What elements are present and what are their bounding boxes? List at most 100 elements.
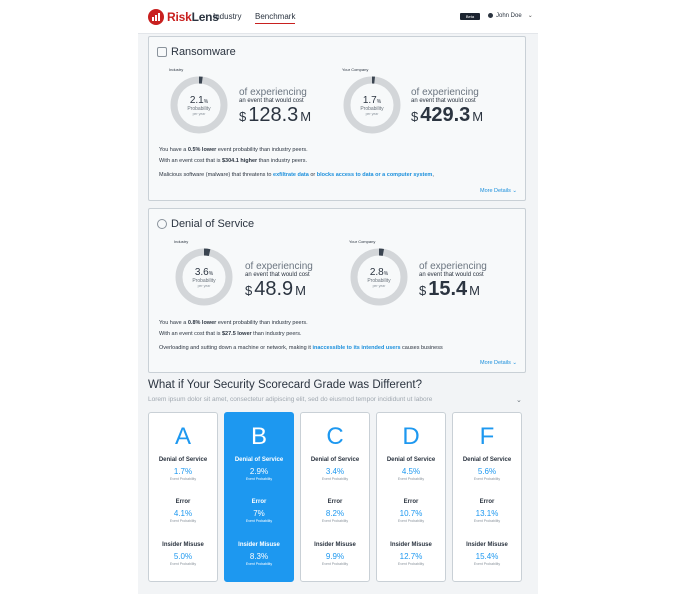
- more-details-link[interactable]: More Details ⌄: [479, 360, 517, 366]
- metric-sub-label: Event Probability: [397, 519, 425, 523]
- company-label: Your Company: [349, 239, 376, 244]
- cost-value: $429.3 M: [411, 104, 484, 126]
- grade-metric: Error 7% Event Probability: [225, 499, 293, 523]
- metric-name: Insider Misuse: [466, 542, 508, 548]
- metric-name: Insider Misuse: [314, 542, 356, 548]
- grade-metric: Error 10.7% Event Probability: [377, 499, 445, 523]
- tab-industry[interactable]: Industry: [213, 12, 242, 21]
- probability-value: 2.8%: [369, 266, 389, 278]
- metric-value: 12.7%: [399, 552, 423, 561]
- metric-value: 4.5%: [401, 467, 421, 476]
- industry-label: Industry: [174, 239, 189, 244]
- more-details-link[interactable]: More Details ⌄: [479, 188, 517, 194]
- grade-metric: Error 13.1% Event Probability: [453, 499, 521, 523]
- metric-value: 5.0%: [173, 552, 193, 561]
- grade-metric: Denial of Service 1.7% Event Probability: [149, 457, 217, 481]
- metric-sub-label: Event Probability: [169, 562, 197, 566]
- logo-text: RiskLens: [167, 10, 219, 24]
- grade-letter: B: [250, 423, 267, 450]
- risk-description: Malicious software (malware) that threat…: [159, 172, 434, 178]
- logo-icon: [148, 9, 164, 25]
- probability-donut: 3.6% Probability per year: [174, 247, 234, 307]
- metric-name: Denial of Service: [386, 457, 436, 463]
- cost-comparison: With an event cost that is $27.5 lower t…: [159, 331, 302, 337]
- chevron-down-icon[interactable]: ⌄: [516, 397, 522, 404]
- metric-value: 3.4%: [325, 467, 345, 476]
- company-cost: of experiencing an event that would cost…: [419, 261, 487, 300]
- metric-value: 15.4%: [475, 552, 499, 561]
- metric-value: 5.6%: [477, 467, 497, 476]
- metric-sub-label: Event Probability: [397, 562, 425, 566]
- company-cost: of experiencing an event that would cost…: [411, 87, 484, 126]
- probability-value: 2.1%: [189, 94, 209, 106]
- risklens-logo[interactable]: RiskLens: [148, 8, 219, 26]
- metric-value: 8.3%: [249, 552, 269, 561]
- metric-name: Denial of Service: [158, 457, 208, 463]
- metric-name: Error: [175, 499, 191, 505]
- metric-value: 8.2%: [325, 509, 345, 518]
- description-link[interactable]: exfiltrate data: [273, 172, 309, 178]
- industry-cost: of experiencing an event that would cost…: [239, 87, 312, 126]
- grade-card-b[interactable]: B Denial of Service 2.9% Event Probability E…: [224, 412, 294, 582]
- beta-badge[interactable]: Beta: [460, 13, 480, 20]
- metric-value: 1.7%: [173, 467, 193, 476]
- probability-donut: 1.7% Probability per year: [342, 75, 402, 135]
- page: RiskLens Industry Benchmark Beta John Do…: [138, 0, 538, 594]
- grade-letter: C: [326, 423, 344, 450]
- grade-metric: Denial of Service 2.9% Event Probability: [225, 457, 293, 481]
- user-icon: [488, 13, 493, 18]
- ransomware-icon: [157, 47, 167, 57]
- company-label: Your Company: [342, 67, 369, 72]
- grade-card-c[interactable]: C Denial of Service 3.4% Event Probability E…: [300, 412, 370, 582]
- metric-sub-label: Event Probability: [245, 519, 273, 523]
- industry-label: Industry: [169, 67, 184, 72]
- risk-description: Overloading and sutting down a machine o…: [159, 345, 443, 351]
- metric-sub-label: Event Probability: [473, 477, 501, 481]
- user-menu[interactable]: John Doe ⌄: [488, 12, 533, 19]
- chevron-down-icon: ⌄: [512, 360, 517, 366]
- metric-value: 10.7%: [399, 509, 423, 518]
- probability-value: 3.6%: [194, 266, 214, 278]
- metric-name: Error: [327, 499, 343, 505]
- card-title: Denial of Service: [171, 218, 255, 230]
- grade-card-d[interactable]: D Denial of Service 4.5% Event Probability E…: [376, 412, 446, 582]
- probability-comparison: You have a 0.5% lower event probability …: [159, 147, 308, 153]
- ransomware-card: Ransomware Industry 2.1% Probability per…: [148, 36, 526, 201]
- metric-sub-label: Event Probability: [321, 477, 349, 481]
- metric-sub-label: Event Probability: [245, 562, 273, 566]
- grade-metric: Denial of Service 3.4% Event Probability: [301, 457, 369, 481]
- donut-chart: [343, 76, 401, 134]
- industry-cost: of experiencing an event that would cost…: [245, 261, 313, 300]
- metric-sub-label: Event Probability: [473, 519, 501, 523]
- card-title: Ransomware: [171, 46, 236, 58]
- metric-value: 13.1%: [475, 509, 499, 518]
- metric-name: Error: [251, 499, 267, 505]
- metric-sub-label: Event Probability: [473, 562, 501, 566]
- description-link[interactable]: inaccessible to its intended users: [312, 345, 401, 351]
- donut-chart: [350, 248, 408, 306]
- grade-letter: F: [479, 423, 495, 450]
- user-name: John Doe: [496, 12, 522, 19]
- grade-letter: D: [402, 423, 420, 450]
- probability-value: 1.7%: [362, 94, 382, 106]
- grade-metric: Insider Misuse 12.7% Event Probability: [377, 542, 445, 566]
- metric-sub-label: Event Probability: [169, 519, 197, 523]
- donut-chart: [170, 76, 228, 134]
- metric-value: 9.9%: [325, 552, 345, 561]
- description-link[interactable]: blocks access to data or a computer syst…: [316, 172, 433, 178]
- cost-value: $128.3 M: [239, 104, 312, 126]
- metric-name: Denial of Service: [462, 457, 512, 463]
- metric-name: Insider Misuse: [390, 542, 432, 548]
- denial-of-service-card: Denial of Service Industry 3.6% Probabil…: [148, 208, 526, 373]
- chevron-down-icon: ⌄: [527, 13, 533, 19]
- grade-card-a[interactable]: A Denial of Service 1.7% Event Probability E…: [148, 412, 218, 582]
- tab-benchmark[interactable]: Benchmark: [255, 12, 296, 24]
- grade-metric: Denial of Service 5.6% Event Probability: [453, 457, 521, 481]
- whatif-subtitle: Lorem ipsum dolor sit amet, consectetur …: [148, 396, 433, 403]
- metric-name: Denial of Service: [310, 457, 360, 463]
- grade-metric: Error 4.1% Event Probability: [149, 499, 217, 523]
- grade-card-f[interactable]: F Denial of Service 5.6% Event Probability E…: [452, 412, 522, 582]
- probability-donut: 2.1% Probability per year: [169, 75, 229, 135]
- whatif-title: What if Your Security Scorecard Grade wa…: [148, 379, 423, 391]
- dos-icon: [157, 219, 167, 229]
